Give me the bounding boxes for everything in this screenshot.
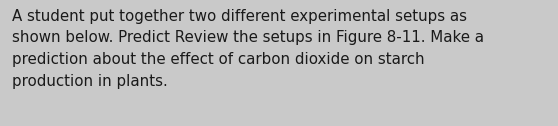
Text: A student put together two different experimental setups as
shown below. Predict: A student put together two different exp… [12,9,484,89]
